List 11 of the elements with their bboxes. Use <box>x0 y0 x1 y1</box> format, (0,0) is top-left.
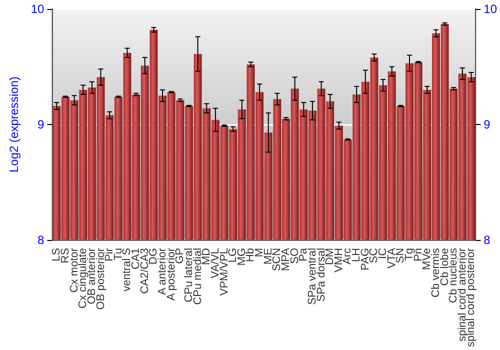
y-tick-label: 8 <box>38 232 45 247</box>
y2-tick-label: 9 <box>484 117 491 132</box>
y2-tick-label: 8 <box>484 232 491 247</box>
x-tick-label: spinal cord posterior <box>465 248 478 348</box>
y-tick-label: 10 <box>30 2 45 16</box>
x-tick-label: RS <box>59 248 72 264</box>
x-tick-label: Tg <box>403 248 416 261</box>
y2-tick-label: 10 <box>484 2 498 16</box>
y-tick-label: 9 <box>38 117 45 132</box>
y-axis-title: Log2 (expression) <box>7 76 21 173</box>
x-tick-label: A posterior <box>165 248 178 301</box>
